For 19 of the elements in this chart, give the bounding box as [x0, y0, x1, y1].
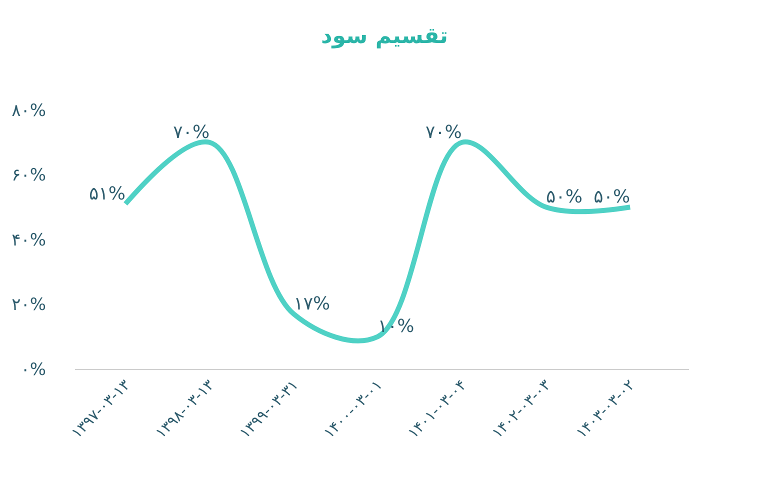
y-tick-label: ۶۰%	[12, 166, 46, 186]
y-tick-label: ۲۰%	[12, 295, 46, 316]
x-tick-label: ۱۴۰۳-۰۳-۰۲	[572, 376, 638, 442]
data-label: ۵۱%	[89, 183, 126, 204]
x-tick-label: ۱۴۰۱-۰۳-۰۴	[404, 376, 470, 442]
data-label: ۵۰%	[594, 186, 630, 208]
x-tick-label: ۱۴۰۰-۰۳-۰۱	[320, 376, 386, 442]
x-tick-label: ۱۳۹۸-۰۳-۱۳	[152, 376, 218, 442]
y-tick-label: ۰%	[20, 360, 46, 380]
chart-title: تقسیم سود	[320, 24, 448, 49]
y-tick-label: ۸۰%	[12, 100, 46, 121]
x-tick-label: ۱۳۹۹-۰۳-۳۱	[236, 376, 302, 442]
x-tick-label: ۱۴۰۲-۰۳-۰۳	[488, 376, 554, 442]
x-tick-label: ۱۳۹۷-۰۳-۱۳	[68, 376, 134, 442]
data-label: ۷۰%	[173, 122, 210, 143]
y-tick-label: ۴۰%	[12, 230, 46, 250]
data-label: ۵۰%	[546, 186, 582, 208]
data-label: ۱۷%	[294, 293, 330, 314]
data-label: ۷۰%	[425, 122, 462, 143]
